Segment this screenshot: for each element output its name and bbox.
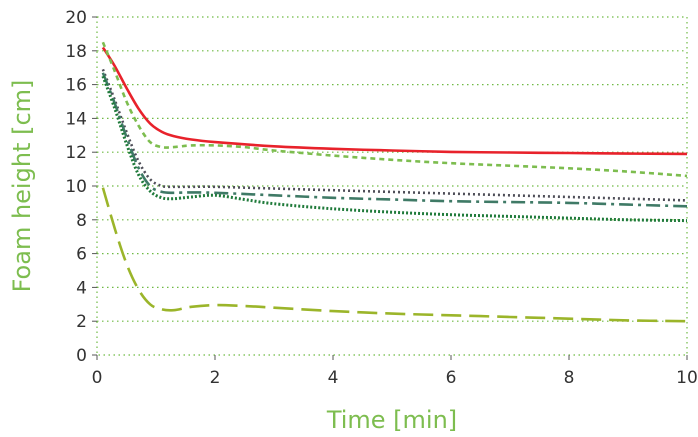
y-tick-label: 4 [76,278,87,298]
x-tick-label: 4 [328,368,339,388]
y-tick-label: 6 [76,245,87,265]
y-axis-title: Foam height [cm] [8,80,36,293]
series-line-3 [101,68,688,202]
x-tick-label: 2 [210,368,221,388]
y-tick-label: 8 [76,211,87,231]
y-tick-label: 14 [65,109,87,129]
series-line-4 [101,72,688,208]
y-tick-label: 20 [65,8,87,28]
y-tick-label: 18 [65,42,87,62]
grid [97,50,687,322]
x-tick-label: 6 [446,368,457,388]
plot-border [96,16,688,356]
y-tick-label: 12 [65,143,87,163]
x-axis-title: Time [min] [326,406,457,434]
series-line-2 [101,41,688,178]
x-tick-label: 10 [676,368,698,388]
y-tick-label: 2 [76,312,87,332]
x-tick-label: 0 [92,368,103,388]
series-line-1 [101,46,688,156]
axes [92,16,688,360]
y-tick-label: 16 [65,76,87,96]
x-tick-label: 8 [564,368,575,388]
y-tick-label: 0 [76,346,87,366]
series-lines [101,41,688,323]
tick-labels: 0 2 4 6 8 10 12 14 16 18 20 0 2 4 6 8 10 [65,8,697,388]
series-line-5 [101,75,688,223]
y-tick-label: 10 [65,177,87,197]
series-line-6 [101,187,688,323]
